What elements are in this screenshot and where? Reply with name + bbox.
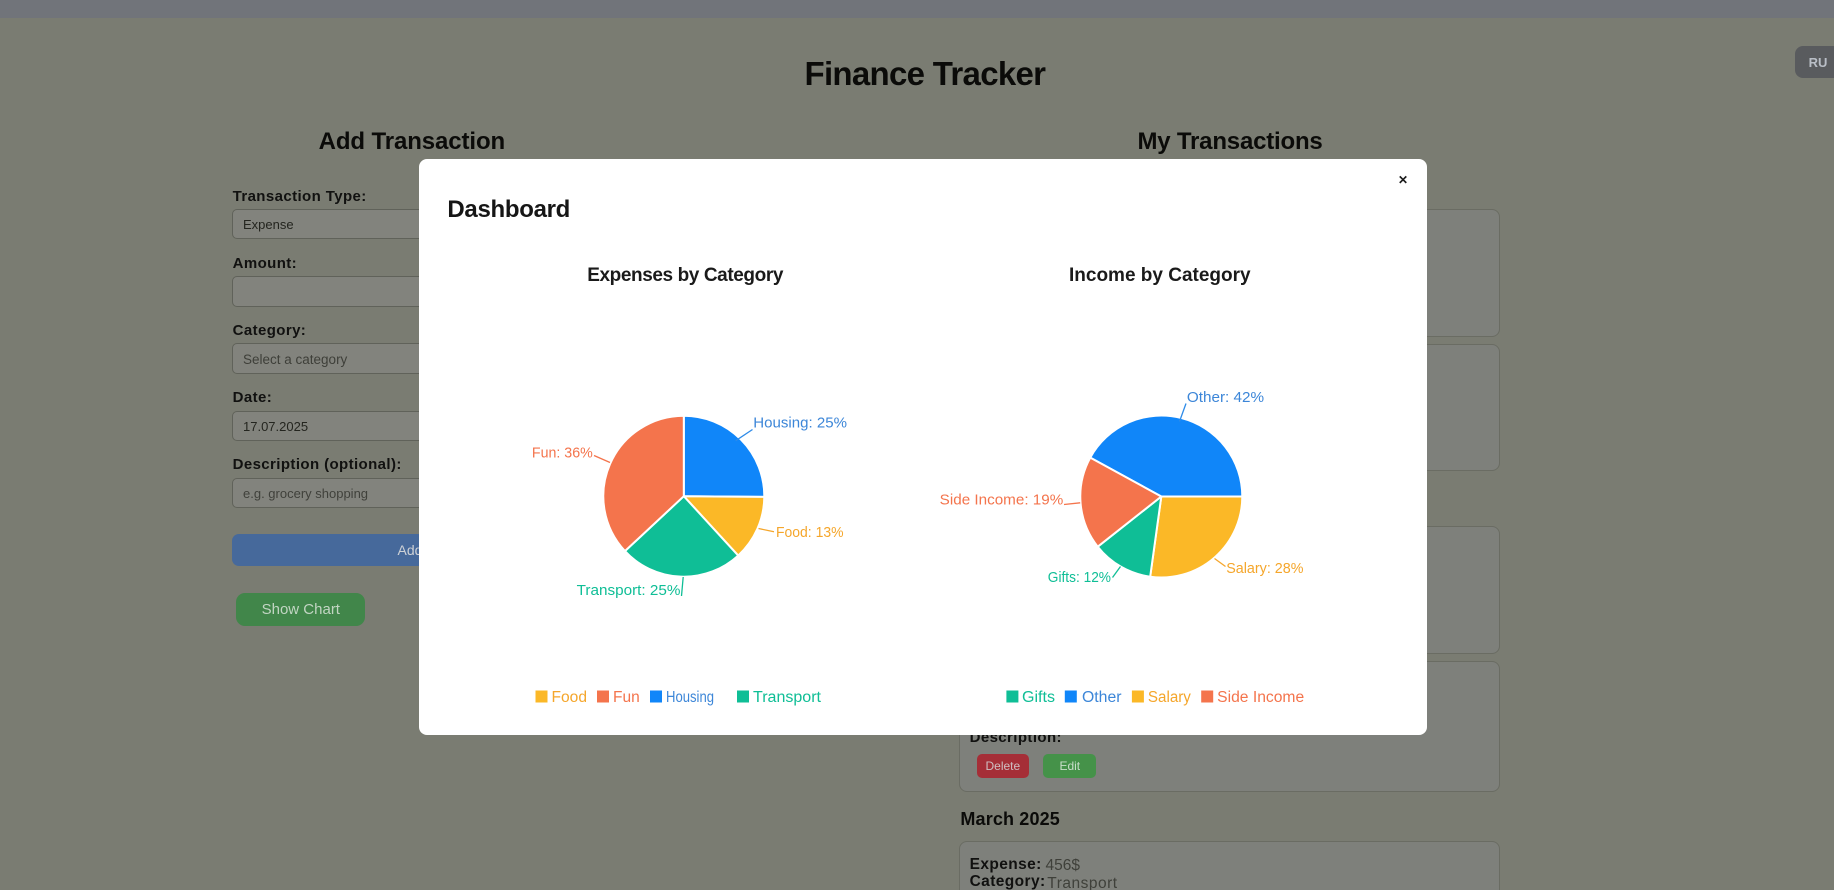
svg-text:Food: Food	[552, 689, 588, 706]
svg-text:Side Income: 19%: Side Income: 19%	[940, 492, 1064, 509]
svg-text:Transport: 25%: Transport: 25%	[577, 582, 681, 599]
svg-text:Side Income: Side Income	[1217, 689, 1304, 706]
svg-text:Fun: Fun	[613, 689, 640, 706]
svg-text:Housing: 25%: Housing: 25%	[753, 414, 847, 431]
svg-text:Transport: Transport	[753, 689, 822, 706]
svg-text:Gifts: Gifts	[1022, 689, 1055, 706]
svg-text:Other: 42%: Other: 42%	[1187, 389, 1264, 406]
svg-text:Salary: 28%: Salary: 28%	[1226, 560, 1303, 577]
svg-text:Salary: Salary	[1148, 689, 1191, 706]
svg-text:Food: 13%: Food: 13%	[776, 524, 844, 541]
svg-text:Gifts: 12%: Gifts: 12%	[1048, 569, 1111, 586]
svg-text:Housing: Housing	[666, 689, 714, 706]
svg-text:Other: Other	[1082, 689, 1122, 706]
svg-text:Fun: 36%: Fun: 36%	[532, 445, 593, 462]
